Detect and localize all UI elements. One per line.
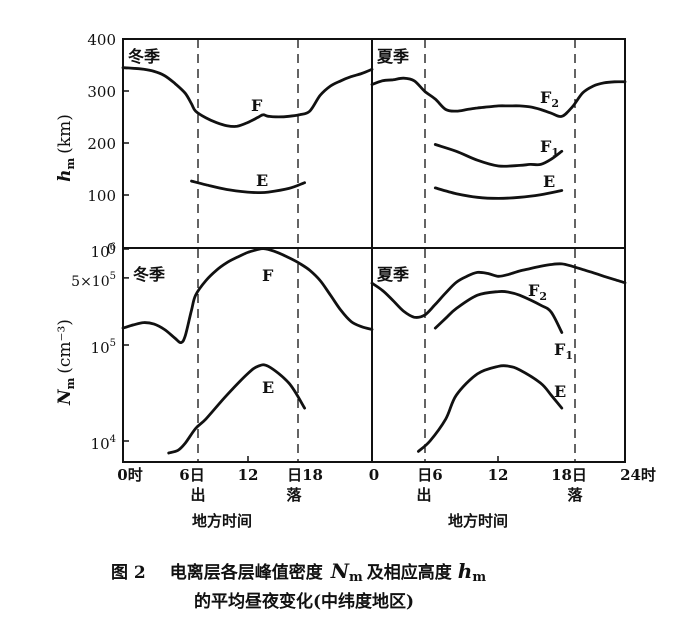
curve-summer-nm-E [417, 364, 564, 453]
caption: 图 2 电离层各层峰值密度 Nm 及相应高度 hm 的平均昼夜变化(中纬度地区) [111, 559, 486, 612]
label-winter-hm-F: F [251, 96, 263, 115]
curve-winter-hm-E [190, 179, 306, 195]
xtick-left-12: 12 [238, 466, 259, 484]
top-ytick-400: 400 [87, 31, 116, 49]
caption-line1: 图 2 电离层各层峰值密度 Nm 及相应高度 hm [111, 559, 486, 585]
xtick-right-12: 12 [488, 466, 509, 484]
top-ytick-100: 100 [87, 187, 116, 205]
bottom-ytick-5e5-exp: 5 [110, 271, 116, 282]
top-y-label-unit: (km) [55, 114, 75, 154]
bottom-y-label-unit: (cm⁻³) [55, 319, 75, 374]
sunset-label-right: 落 [567, 486, 583, 504]
label-summer-nm-F2: F2 [528, 281, 547, 303]
curve-summer-hm-F1 [433, 143, 564, 168]
caption-text-b: 及相应高度 [367, 562, 453, 583]
label-summer-hm-E: E [543, 172, 555, 191]
caption-nm-main: N [330, 559, 350, 583]
label-summer-nm-F2-sub: 2 [539, 290, 547, 303]
caption-line2: 的平均昼夜变化(中纬度地区) [194, 591, 414, 612]
frame-top-right [371, 38, 626, 249]
title-winter-nm: 冬季 [133, 265, 166, 284]
curve-summer-hm-F2 [370, 76, 627, 118]
sunrise-label-right: 出 [416, 486, 431, 504]
label-winter-hm-E: E [256, 171, 268, 190]
label-summer-nm-F2-main: F [528, 281, 540, 300]
label-summer-nm-E: E [554, 382, 566, 401]
frame-bottom-right [371, 247, 626, 463]
label-summer-hm-F1-sub: 1 [551, 146, 559, 159]
curve-winter-nm-E [167, 363, 306, 455]
top-y-label-sub: m [64, 157, 77, 169]
curve-winter-hm-F [121, 66, 374, 128]
top-ytick-200: 200 [87, 135, 116, 153]
curve-summer-nm-F1 [433, 289, 564, 334]
bottom-ytick-1e6: 106 [91, 242, 116, 261]
bottom-ytick-1e5-base: 10 [91, 339, 110, 357]
top-y-label: hm (km) [55, 114, 77, 182]
sunset-label-left: 落 [286, 486, 302, 504]
top-y-axis: 400 300 200 100 0 [87, 31, 129, 258]
label-summer-nm-F1-sub: 1 [565, 349, 573, 362]
curve-summer-nm-F2 [370, 262, 627, 319]
xlabel-right: 地方时间 [448, 512, 508, 530]
label-summer-nm-F1-main: F [554, 340, 566, 359]
xtick-right-6: 日6 [417, 466, 442, 484]
title-summer-hm: 夏季 [376, 47, 410, 66]
title-winter-hm: 冬季 [128, 47, 161, 66]
label-summer-hm-F1: F1 [540, 137, 559, 159]
bottom-ytick-1e4-base: 10 [91, 435, 110, 453]
bottom-ytick-1e6-exp: 6 [110, 242, 116, 253]
label-summer-hm-F2-sub: 2 [551, 97, 559, 110]
xtick-right-0: 0 [369, 466, 379, 484]
bottom-ytick-5e5-base: 5×10 [71, 274, 109, 290]
top-ytick-300: 300 [87, 83, 116, 101]
xtick-left-0: 0时 [117, 466, 142, 484]
xtick-left-18: 日18 [287, 466, 323, 484]
bottom-ytick-1e6-base: 10 [91, 243, 110, 261]
bottom-y-label: Nm (cm⁻³) [55, 319, 77, 406]
caption-hm-sub: m [472, 570, 486, 585]
bottom-y-label-sub: m [64, 377, 77, 389]
curve-winter-nm-F [121, 247, 374, 345]
caption-hm-main: h [458, 559, 473, 583]
caption-figure-number: 图 2 [111, 563, 146, 583]
sunrise-label-left: 出 [190, 486, 205, 504]
top-y-label-main: h [55, 169, 75, 181]
bottom-y-axis: 106 5×105 105 104 [71, 242, 129, 453]
bottom-ytick-1e5: 105 [91, 338, 116, 357]
top-ytick-0: 0 [106, 240, 116, 258]
label-summer-hm-F2: F2 [540, 88, 559, 110]
caption-nm-sub: m [349, 570, 363, 585]
label-summer-hm-F2-main: F [540, 88, 552, 107]
bottom-y-label-main: N [55, 388, 75, 406]
title-summer-nm: 夏季 [376, 265, 410, 284]
label-winter-nm-E: E [262, 378, 274, 397]
frame-top-left [122, 38, 373, 249]
label-summer-nm-F1: F1 [554, 340, 573, 362]
label-summer-hm-F1-main: F [540, 137, 552, 156]
bottom-ytick-5e5: 5×105 [71, 271, 116, 290]
label-winter-nm-F: F [262, 266, 274, 285]
xtick-right-18: 18日 [551, 466, 587, 484]
x-axis: 0时 6日 12 日18 0 日6 12 18日 24时 出 落 出 落 地方时… [117, 456, 656, 530]
xtick-left-6: 6日 [179, 466, 204, 484]
xtick-right-24: 24时 [620, 466, 656, 484]
bottom-ytick-1e4: 104 [91, 434, 116, 453]
curve-summer-hm-E [433, 186, 564, 200]
xlabel-left: 地方时间 [192, 512, 252, 530]
bottom-ytick-1e4-exp: 4 [110, 434, 116, 445]
bottom-ytick-1e5-exp: 5 [110, 338, 116, 349]
caption-text-a: 电离层各层峰值密度 [170, 562, 324, 583]
